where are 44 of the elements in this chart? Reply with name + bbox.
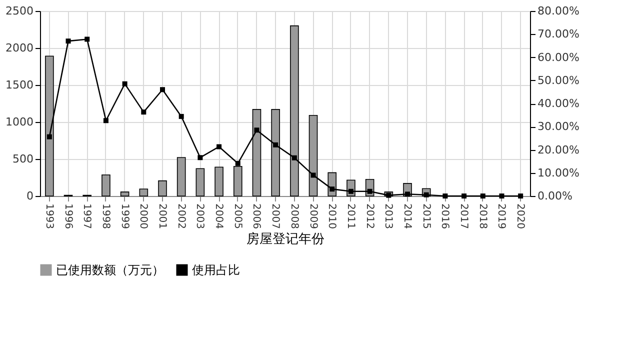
x-tick-label: 2019: [496, 204, 507, 229]
x-tick-label: 2012: [364, 204, 375, 229]
x-tick-label: 1993: [43, 204, 54, 229]
x-tick-label: 1998: [100, 204, 111, 229]
y2-tick-label: 20.00%: [538, 143, 580, 156]
x-axis-title: 房屋登记年份: [246, 230, 324, 247]
x-tick-label: 2001: [156, 204, 168, 229]
x-tick-label: 2013: [382, 204, 394, 229]
x-tick-label: 2008: [288, 204, 300, 229]
y-tick-label: 0: [26, 190, 34, 202]
x-tick-label: 2003: [194, 204, 206, 229]
y2-tick-label: 50.00%: [538, 74, 580, 87]
y2-tick-label: 60.00%: [538, 50, 580, 64]
y2-tick-label: 70.00%: [538, 28, 580, 41]
y2-tick-label: 40.00%: [538, 97, 580, 110]
y2-tick-label: 30.00%: [538, 120, 580, 134]
y-tick-label: 1500: [6, 78, 34, 92]
x-tick-label: 1996: [62, 204, 74, 229]
y-tick-label: 2000: [6, 42, 34, 54]
x-tick-label: 2000: [138, 204, 149, 229]
x-tick-label: 2016: [439, 204, 450, 229]
x-tick-label: 2009: [307, 204, 318, 229]
y-tick-label: 2500: [6, 4, 34, 18]
x-tick-label: 2015: [420, 204, 432, 229]
legend-label: 使用占比: [192, 263, 240, 277]
x-tick-label: 2004: [213, 204, 224, 229]
x-tick-label: 2014: [402, 204, 412, 229]
x-tick-label: 1997: [81, 204, 92, 229]
y-tick-label: 1000: [6, 116, 34, 128]
x-tick-label: 2007: [270, 204, 281, 229]
x-tick-label: 2002: [175, 204, 186, 229]
x-tick-label: 2005: [232, 204, 243, 229]
legend-label: 已使用数额（万元）: [56, 263, 164, 277]
x-tick-label: 2020: [514, 204, 526, 229]
x-tick-label: 2011: [344, 204, 356, 229]
x-tick-label: 2018: [476, 204, 488, 229]
x-tick-label: 1999: [118, 204, 130, 229]
y2-tick-label: 80.00%: [538, 4, 580, 18]
y-tick-label: 500: [12, 152, 34, 166]
y2-tick-label: 10.00%: [538, 166, 580, 180]
x-tick-label: 2017: [458, 204, 470, 229]
y2-tick-label: 0.00%: [538, 190, 572, 202]
x-tick-label: 2010: [326, 204, 338, 229]
x-tick-label: 2006: [250, 204, 262, 229]
